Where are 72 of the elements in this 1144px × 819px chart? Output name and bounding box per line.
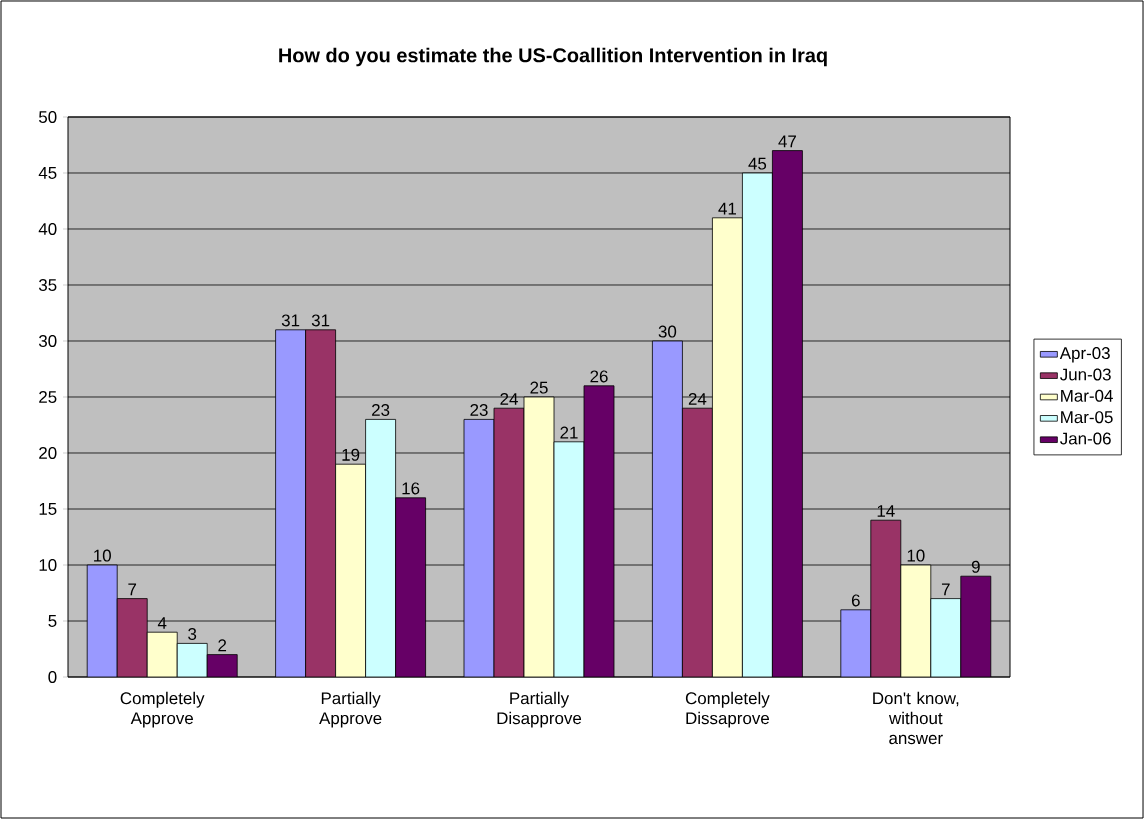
data-label: 7 bbox=[128, 583, 137, 596]
bar bbox=[86, 564, 118, 677]
legend-label: Jan-06 bbox=[1060, 432, 1111, 445]
bar bbox=[493, 407, 525, 677]
y-tick-label: 20 bbox=[39, 447, 57, 459]
x-tick-label: Completely Approve bbox=[120, 691, 205, 728]
bar bbox=[870, 519, 902, 677]
bar bbox=[116, 598, 148, 677]
data-label: 21 bbox=[560, 426, 578, 439]
y-tick-label: 10 bbox=[39, 559, 57, 571]
data-label: 31 bbox=[311, 314, 330, 327]
bar bbox=[930, 598, 962, 677]
y-tick-label: 35 bbox=[38, 279, 57, 291]
y-tick-label: 0 bbox=[48, 671, 57, 683]
data-label: 24 bbox=[500, 392, 518, 405]
data-label: 47 bbox=[778, 135, 796, 148]
bar bbox=[772, 150, 803, 677]
bar bbox=[652, 340, 683, 677]
data-label: 45 bbox=[748, 157, 767, 170]
bar bbox=[682, 407, 713, 677]
legend-label: Jun-03 bbox=[1060, 368, 1111, 381]
data-label: 23 bbox=[470, 404, 488, 416]
y-tick-label: 15 bbox=[39, 503, 57, 515]
bar bbox=[583, 385, 615, 677]
data-label: 41 bbox=[718, 202, 736, 215]
bar bbox=[900, 564, 932, 677]
data-label: 30 bbox=[658, 325, 677, 338]
y-tick-label: 40 bbox=[38, 223, 57, 235]
x-tick-label: Don't know, without answer bbox=[873, 691, 959, 745]
data-label: 19 bbox=[342, 448, 360, 461]
data-label: 10 bbox=[94, 549, 111, 562]
bar bbox=[523, 396, 555, 677]
data-label: 3 bbox=[188, 628, 197, 640]
x-tick-label: Completely Dissaprove bbox=[685, 691, 770, 728]
data-label: 31 bbox=[281, 314, 300, 327]
legend-label: Mar-05 bbox=[1061, 411, 1113, 424]
data-label: 26 bbox=[590, 370, 608, 383]
data-label: 24 bbox=[688, 392, 707, 405]
data-label: 2 bbox=[218, 639, 227, 652]
bar bbox=[365, 419, 396, 677]
bar bbox=[146, 631, 178, 677]
chart-title: How do you estimate the US-Coallition Intervention in Iraq bbox=[279, 47, 827, 67]
bar bbox=[840, 609, 872, 677]
bar bbox=[463, 419, 495, 677]
data-label: 7 bbox=[941, 583, 950, 596]
data-label: 25 bbox=[530, 381, 548, 394]
bar bbox=[960, 575, 992, 677]
data-label: 10 bbox=[907, 549, 925, 562]
x-tick-label: Partially Approve bbox=[319, 691, 382, 728]
data-label: 4 bbox=[157, 617, 167, 629]
bar bbox=[395, 497, 427, 677]
bar bbox=[275, 329, 306, 677]
y-tick-label: 45 bbox=[38, 167, 57, 179]
bar bbox=[206, 654, 238, 677]
data-label: 9 bbox=[971, 560, 980, 573]
bar bbox=[305, 329, 336, 677]
data-label: 6 bbox=[851, 594, 860, 607]
bar bbox=[553, 441, 585, 677]
y-tick-label: 50 bbox=[38, 111, 57, 123]
legend-label: Apr-03 bbox=[1059, 347, 1110, 363]
bar bbox=[176, 643, 208, 677]
y-tick-label: 30 bbox=[38, 335, 57, 347]
data-label: 14 bbox=[877, 505, 895, 517]
data-label: 16 bbox=[402, 482, 420, 495]
bar bbox=[742, 172, 773, 677]
bar bbox=[712, 217, 743, 677]
y-tick-label: 25 bbox=[39, 391, 57, 403]
bar bbox=[335, 463, 366, 677]
data-label: 23 bbox=[372, 404, 390, 416]
legend-label: Mar-04 bbox=[1061, 389, 1113, 402]
y-tick-label: 5 bbox=[48, 615, 57, 627]
x-tick-label: Partially Disapprove bbox=[497, 691, 582, 728]
